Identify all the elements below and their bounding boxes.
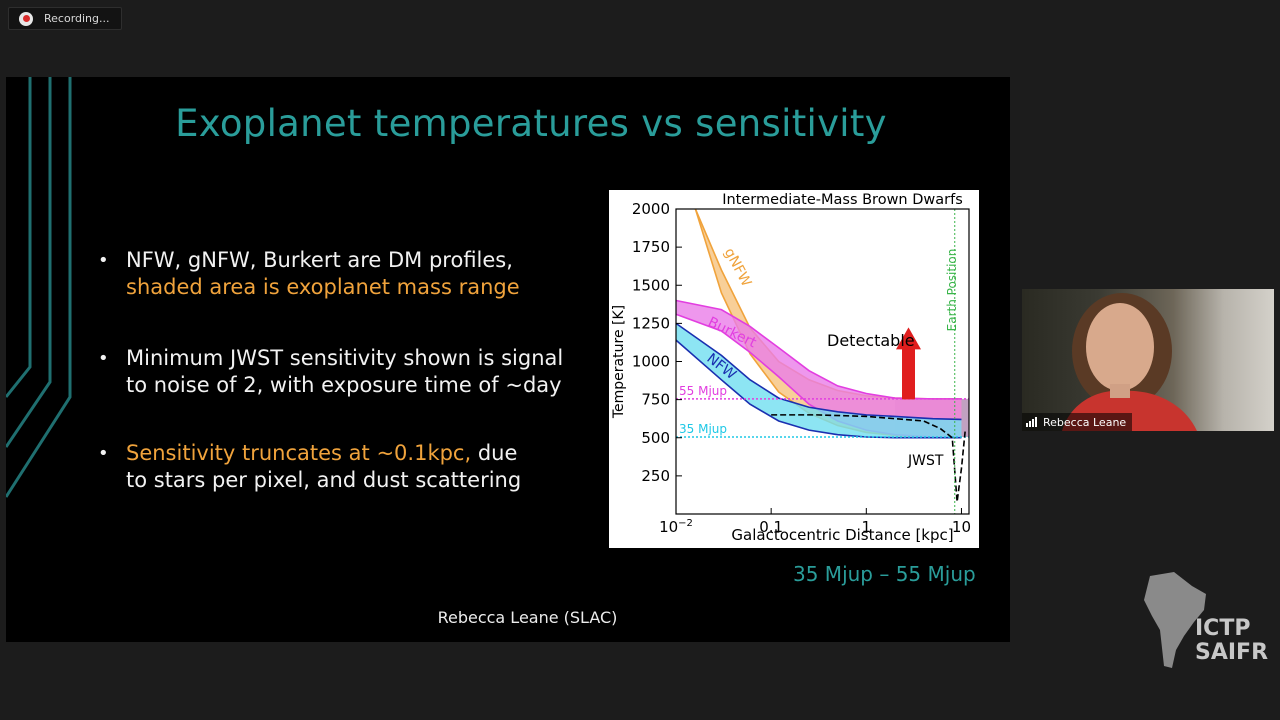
presentation-slide: Exoplanet temperatures vs sensitivity NF…: [6, 77, 1010, 642]
mass-range-label: 35 Mjup – 55 Mjup: [793, 562, 976, 586]
chart-title: Intermediate-Mass Brown Dwarfs: [722, 192, 963, 208]
bullet-item: Sensitivity truncates at ~0.1kpc, due to…: [98, 440, 568, 494]
record-icon: [19, 11, 33, 26]
participant-silhouette: [1062, 293, 1197, 431]
bullet-list: NFW, gNFW, Burkert are DM profiles, shad…: [98, 247, 568, 494]
bullet-text: to stars per pixel, and dust scattering: [126, 468, 522, 492]
x-tick-label: 1: [862, 518, 872, 536]
band-upper-nfw: [675, 322, 962, 421]
watermark-line: ICTP: [1195, 616, 1251, 641]
participant-video[interactable]: Rebecca Leane: [1022, 289, 1274, 431]
earth-position-label: Earth Position: [945, 249, 959, 332]
level-label-55: 55 Mjup: [679, 384, 727, 398]
y-tick-label: 1000: [632, 353, 670, 371]
bullet-highlight: Sensitivity truncates at ~0.1kpc,: [126, 441, 472, 465]
band-burkert: [676, 300, 962, 437]
x-tick-label: 10: [952, 518, 971, 536]
recording-label: Recording...: [44, 12, 110, 25]
detectable-arrow-head: [896, 327, 921, 350]
jwst-label: JWST: [907, 453, 944, 469]
bullet-text: to noise of 2, with exposure time of ~da…: [126, 373, 562, 397]
participant-name: Rebecca Leane: [1043, 415, 1127, 429]
slide-decoration: [6, 77, 72, 498]
y-tick-label: 500: [641, 429, 670, 447]
bullet-item: Minimum JWST sensitivity shown is signal…: [98, 345, 568, 399]
y-tick-label: 1250: [632, 314, 670, 332]
temperature-chart: 250 500 750 1000 1250 1500 1750 2000 10−2 0.1 1 10 I…: [611, 192, 971, 544]
slide-title: Exoplanet temperatures vs sensitivity: [175, 102, 887, 145]
level-label-35: 35 Mjup: [679, 422, 727, 436]
band-lower-nfw: [675, 339, 962, 439]
x-tick-label: 0.1: [759, 518, 783, 536]
y-tick-label: 750: [641, 391, 670, 409]
bullet-text: due: [471, 441, 518, 465]
recording-indicator[interactable]: Recording...: [8, 7, 122, 30]
y-axis-label: Temperature [K]: [611, 305, 627, 419]
detectable-label: Detectable: [827, 331, 915, 350]
watermark-line: SAIFR: [1195, 640, 1269, 665]
watermark-text: ICTP SAIFR: [1195, 617, 1268, 665]
x-axis-label: Galactocentric Distance [kpc]: [731, 526, 953, 544]
bullet-highlight: shaded area is exoplanet mass range: [126, 275, 520, 299]
y-tick-label: 2000: [632, 200, 670, 218]
signal-bars-icon: [1026, 417, 1038, 427]
y-tick-label: 1500: [632, 276, 670, 294]
chart-figure: 250 500 750 1000 1250 1500 1750 2000 10−2 0.1 1 10 I…: [609, 190, 979, 548]
y-tick-label: 1750: [632, 238, 670, 256]
y-tick-label: 250: [641, 467, 670, 485]
detectable-arrow-shaft: [902, 347, 915, 400]
participant-name-tag: Rebecca Leane: [1022, 413, 1133, 431]
bullet-text: Minimum JWST sensitivity shown is signal: [126, 346, 564, 370]
presenter-credit: Rebecca Leane (SLAC): [437, 608, 618, 627]
bullet-text: NFW, gNFW, Burkert are DM profiles,: [126, 248, 513, 272]
south-america-logo: [1144, 572, 1206, 668]
bullet-item: NFW, gNFW, Burkert are DM profiles, shad…: [98, 247, 568, 301]
x-tick-label: 10−2: [659, 518, 693, 536]
